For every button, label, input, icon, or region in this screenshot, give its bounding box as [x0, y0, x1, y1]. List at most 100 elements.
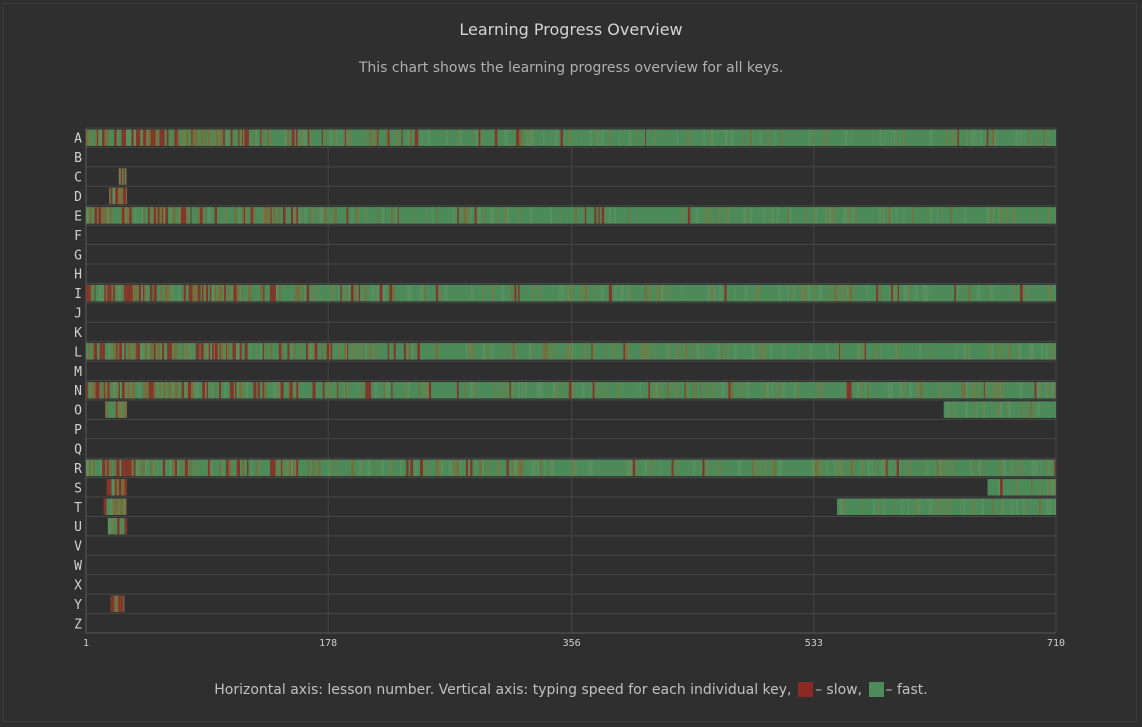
speed-stripe [660, 129, 663, 146]
speed-stripe [304, 207, 307, 224]
speed-stripe [413, 284, 416, 302]
speed-stripe [939, 459, 942, 477]
speed-stripe [473, 382, 475, 399]
speed-stripe [647, 129, 650, 146]
speed-stripe [879, 129, 882, 146]
speed-stripe [514, 129, 517, 146]
speed-stripe [281, 284, 283, 302]
speed-stripe [371, 284, 373, 302]
speed-stripe [414, 382, 417, 399]
speed-stripe [501, 284, 505, 302]
speed-stripe [1032, 401, 1034, 418]
speed-stripe [196, 382, 198, 399]
speed-stripe [435, 343, 439, 360]
speed-stripe [935, 343, 937, 360]
speed-stripe [743, 129, 746, 146]
speed-stripe [687, 343, 689, 360]
speed-stripe [331, 459, 334, 477]
speed-stripe [628, 129, 632, 146]
speed-stripe [875, 459, 878, 477]
speed-stripe [978, 284, 981, 302]
speed-stripe [198, 382, 203, 399]
speed-stripe [781, 459, 783, 477]
speed-stripe [426, 129, 428, 146]
speed-stripe [775, 129, 779, 146]
speed-stripe [873, 382, 876, 399]
speed-stripe [833, 284, 838, 302]
speed-stripe [712, 207, 715, 224]
speed-stripe [580, 129, 583, 146]
speed-stripe [464, 284, 467, 302]
speed-stripe [298, 459, 300, 477]
speed-stripe [693, 129, 697, 146]
speed-stripe [94, 382, 96, 399]
speed-stripe [545, 459, 548, 477]
speed-stripe [139, 207, 141, 224]
speed-stripe [943, 343, 947, 360]
speed-stripe [264, 284, 268, 302]
speed-stripe [771, 382, 774, 399]
speed-stripe [211, 207, 215, 224]
speed-stripe [214, 129, 217, 146]
speed-stripe [1018, 479, 1022, 496]
speed-stripe [906, 284, 908, 302]
speed-stripe [574, 459, 576, 477]
speed-stripe [114, 207, 118, 224]
speed-stripe [826, 459, 828, 477]
speed-stripe [494, 382, 497, 399]
speed-stripe [309, 284, 311, 302]
speed-stripe [977, 207, 981, 224]
speed-stripe [409, 382, 413, 399]
speed-stripe [953, 129, 956, 146]
speed-stripe [590, 207, 593, 224]
speed-stripe [1036, 382, 1040, 399]
speed-stripe [928, 343, 932, 360]
speed-stripe [106, 459, 109, 477]
speed-stripe [611, 207, 615, 224]
speed-stripe [915, 498, 917, 515]
speed-stripe [446, 129, 448, 146]
speed-stripe [1032, 498, 1035, 515]
speed-stripe [737, 343, 739, 360]
speed-stripe [536, 207, 540, 224]
speed-stripe [389, 459, 393, 477]
speed-stripe [1016, 343, 1019, 360]
speed-stripe [937, 498, 939, 515]
speed-stripe [709, 382, 713, 399]
speed-stripe [400, 343, 402, 360]
speed-stripe [190, 382, 194, 399]
speed-stripe [1015, 129, 1019, 146]
speed-stripe [152, 343, 154, 360]
speed-stripe [490, 129, 493, 146]
speed-stripe [1009, 207, 1013, 224]
speed-stripe [924, 129, 927, 146]
speed-stripe [355, 459, 357, 477]
speed-stripe [236, 207, 239, 224]
speed-stripe [214, 459, 219, 477]
speed-stripe [589, 382, 593, 399]
speed-stripe [776, 382, 779, 399]
speed-stripe [740, 284, 743, 302]
speed-stripe [281, 129, 285, 146]
speed-stripe [98, 284, 102, 302]
speed-stripe [116, 401, 118, 418]
speed-stripe [321, 207, 324, 224]
speed-stripe [1053, 343, 1056, 360]
speed-stripe [466, 284, 469, 302]
speed-stripe [124, 168, 127, 185]
speed-stripe [705, 284, 708, 302]
speed-stripe [743, 343, 747, 360]
speed-stripe [339, 207, 342, 224]
speed-stripe [857, 343, 860, 360]
speed-stripe [480, 284, 483, 302]
speed-stripe [950, 343, 953, 360]
speed-stripe [366, 343, 370, 360]
key-row-a [86, 129, 1056, 146]
speed-stripe [938, 382, 942, 399]
speed-stripe [339, 382, 343, 399]
speed-stripe [268, 382, 272, 399]
speed-stripe [516, 459, 519, 477]
speed-stripe [696, 284, 700, 302]
speed-stripe [420, 207, 424, 224]
speed-stripe [400, 284, 403, 302]
